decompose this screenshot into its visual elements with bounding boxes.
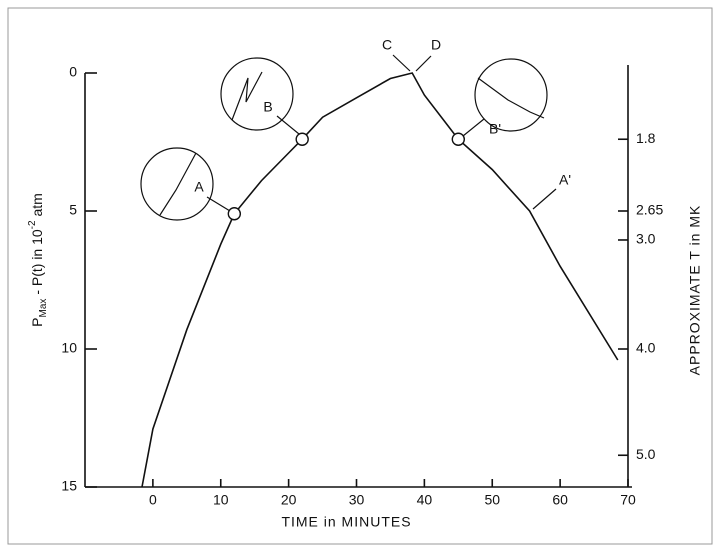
leaders xyxy=(207,55,556,211)
frame xyxy=(8,8,712,544)
x-tick-label: 0 xyxy=(149,492,157,508)
y-tick-label: 10 xyxy=(61,340,77,356)
y2-tick-label: 3.0 xyxy=(636,231,656,247)
y2-label: APPROXIMATE T in MK xyxy=(687,205,703,376)
annotation-label: B xyxy=(263,99,272,115)
page: {"chart_data": {"type": "line", "xlabel"… xyxy=(0,0,720,552)
y2-tick-label: 2.65 xyxy=(636,202,663,218)
annotation-label: C xyxy=(382,37,392,53)
inset-b-prime xyxy=(475,59,547,131)
y-tick-label: 15 xyxy=(61,478,77,494)
point-marker xyxy=(452,133,464,145)
y2-tick-label: 4.0 xyxy=(636,340,656,356)
x-tick-label: 20 xyxy=(281,492,297,508)
x-tick-label: 40 xyxy=(417,492,433,508)
x-tick-label: 70 xyxy=(620,492,636,508)
y-axis-label-part: Max xyxy=(38,299,49,318)
annotation-label: D xyxy=(431,37,441,53)
x-tick-label: 50 xyxy=(484,492,500,508)
x-axis-label: TIME in MINUTES xyxy=(281,514,411,530)
point-marker xyxy=(228,208,240,220)
y-axis-label-part: atm xyxy=(29,193,45,220)
x-tick-label: 60 xyxy=(552,492,568,508)
annotation-label: B' xyxy=(489,121,501,137)
annotation-label: A xyxy=(194,179,204,195)
x-tick-label: 30 xyxy=(349,492,365,508)
annotation-label: A' xyxy=(559,172,571,188)
x-tick-label: 10 xyxy=(213,492,229,508)
y-axis-label-part: P xyxy=(29,317,45,326)
chart: APPROXIMATE T in MK 0 10 20 30 40 50 60 70 0 5 10 1… xyxy=(0,0,720,552)
y-axis-label-part: - P(t) in 10 xyxy=(29,229,45,298)
point-marker xyxy=(296,133,308,145)
inset-b xyxy=(221,58,293,130)
y-tick-label: 0 xyxy=(69,64,77,80)
curve xyxy=(142,73,618,487)
y2-tick-label: 1.8 xyxy=(636,130,656,146)
y-tick-label: 5 xyxy=(69,202,77,218)
y2-tick-label: 5.0 xyxy=(636,446,656,462)
y-axis-label: PMax - P(t) in 10-2 atm xyxy=(27,193,49,327)
